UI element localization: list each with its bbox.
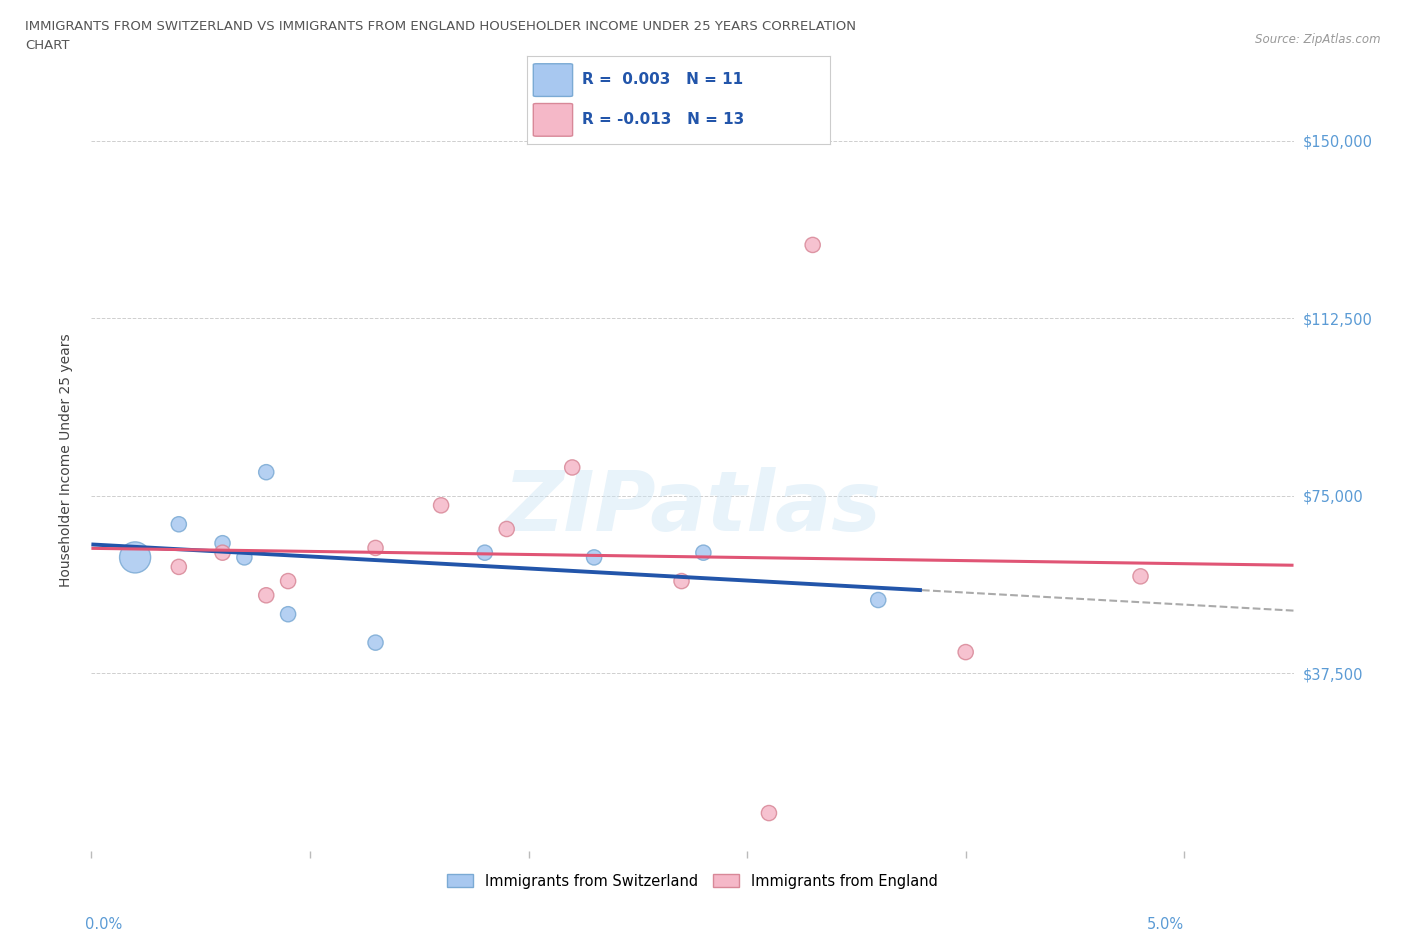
Point [758,805,780,820]
Point [801,237,824,252]
Point [254,588,277,603]
Point [364,540,387,555]
Text: CHART: CHART [25,39,70,52]
Point [495,522,517,537]
Point [430,498,453,512]
Point [692,545,714,560]
Text: R = -0.013   N = 13: R = -0.013 N = 13 [582,112,744,126]
Text: 5.0%: 5.0% [1147,917,1184,930]
Point [277,606,299,621]
Y-axis label: Householder Income Under 25 years: Householder Income Under 25 years [59,334,73,587]
Text: R =  0.003   N = 11: R = 0.003 N = 11 [582,73,742,87]
Text: Source: ZipAtlas.com: Source: ZipAtlas.com [1256,33,1381,46]
Point [868,592,890,607]
Point [211,545,233,560]
Point [167,560,190,575]
Point [671,574,693,589]
FancyBboxPatch shape [533,103,572,136]
Point [583,550,606,565]
Text: ZIPatlas: ZIPatlas [503,467,882,548]
Point [1129,569,1152,584]
Point [211,536,233,551]
Text: 0.0%: 0.0% [84,917,122,930]
Point [364,635,387,650]
FancyBboxPatch shape [533,64,572,97]
Point [955,644,977,659]
Text: IMMIGRANTS FROM SWITZERLAND VS IMMIGRANTS FROM ENGLAND HOUSEHOLDER INCOME UNDER : IMMIGRANTS FROM SWITZERLAND VS IMMIGRANT… [25,20,856,33]
Point [474,545,496,560]
Point [233,550,256,565]
Point [167,517,190,532]
Point [277,574,299,589]
Legend: Immigrants from Switzerland, Immigrants from England: Immigrants from Switzerland, Immigrants … [441,868,943,895]
Point [561,460,583,475]
Point [254,465,277,480]
Point [124,550,146,565]
